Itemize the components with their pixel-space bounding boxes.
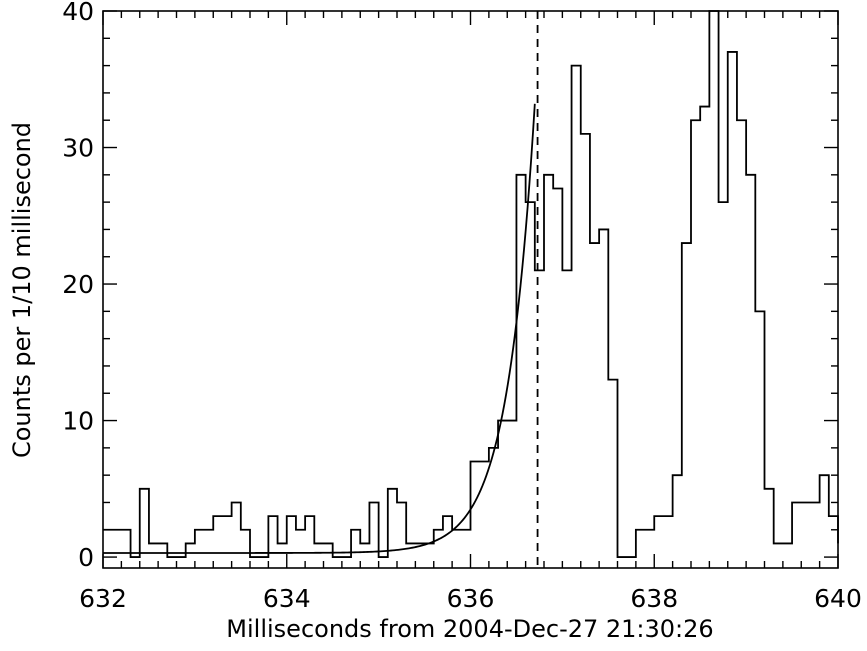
histogram-step-line [103, 10, 839, 558]
y-tick-label: 30 [62, 134, 94, 163]
x-tick-label: 640 [814, 584, 862, 613]
x-tick-label: 632 [79, 584, 127, 613]
y-axis-label: Counts per 1/10 millisecond [8, 122, 36, 458]
axis-ticks [102, 10, 839, 568]
x-tick-label: 636 [447, 584, 495, 613]
x-tick-label: 638 [630, 584, 678, 613]
fit-curve [103, 103, 536, 554]
axis-tick-labels: 632 634 636 638 640 0 10 20 30 40 [62, 0, 862, 613]
x-axis-label: Milliseconds from 2004-Dec-27 21:30:26 [226, 615, 713, 643]
x-tick-label: 634 [263, 584, 311, 613]
y-tick-label: 40 [62, 0, 94, 26]
y-tick-label: 10 [62, 407, 94, 436]
y-tick-label: 20 [62, 270, 94, 299]
y-tick-label: 0 [78, 543, 94, 572]
